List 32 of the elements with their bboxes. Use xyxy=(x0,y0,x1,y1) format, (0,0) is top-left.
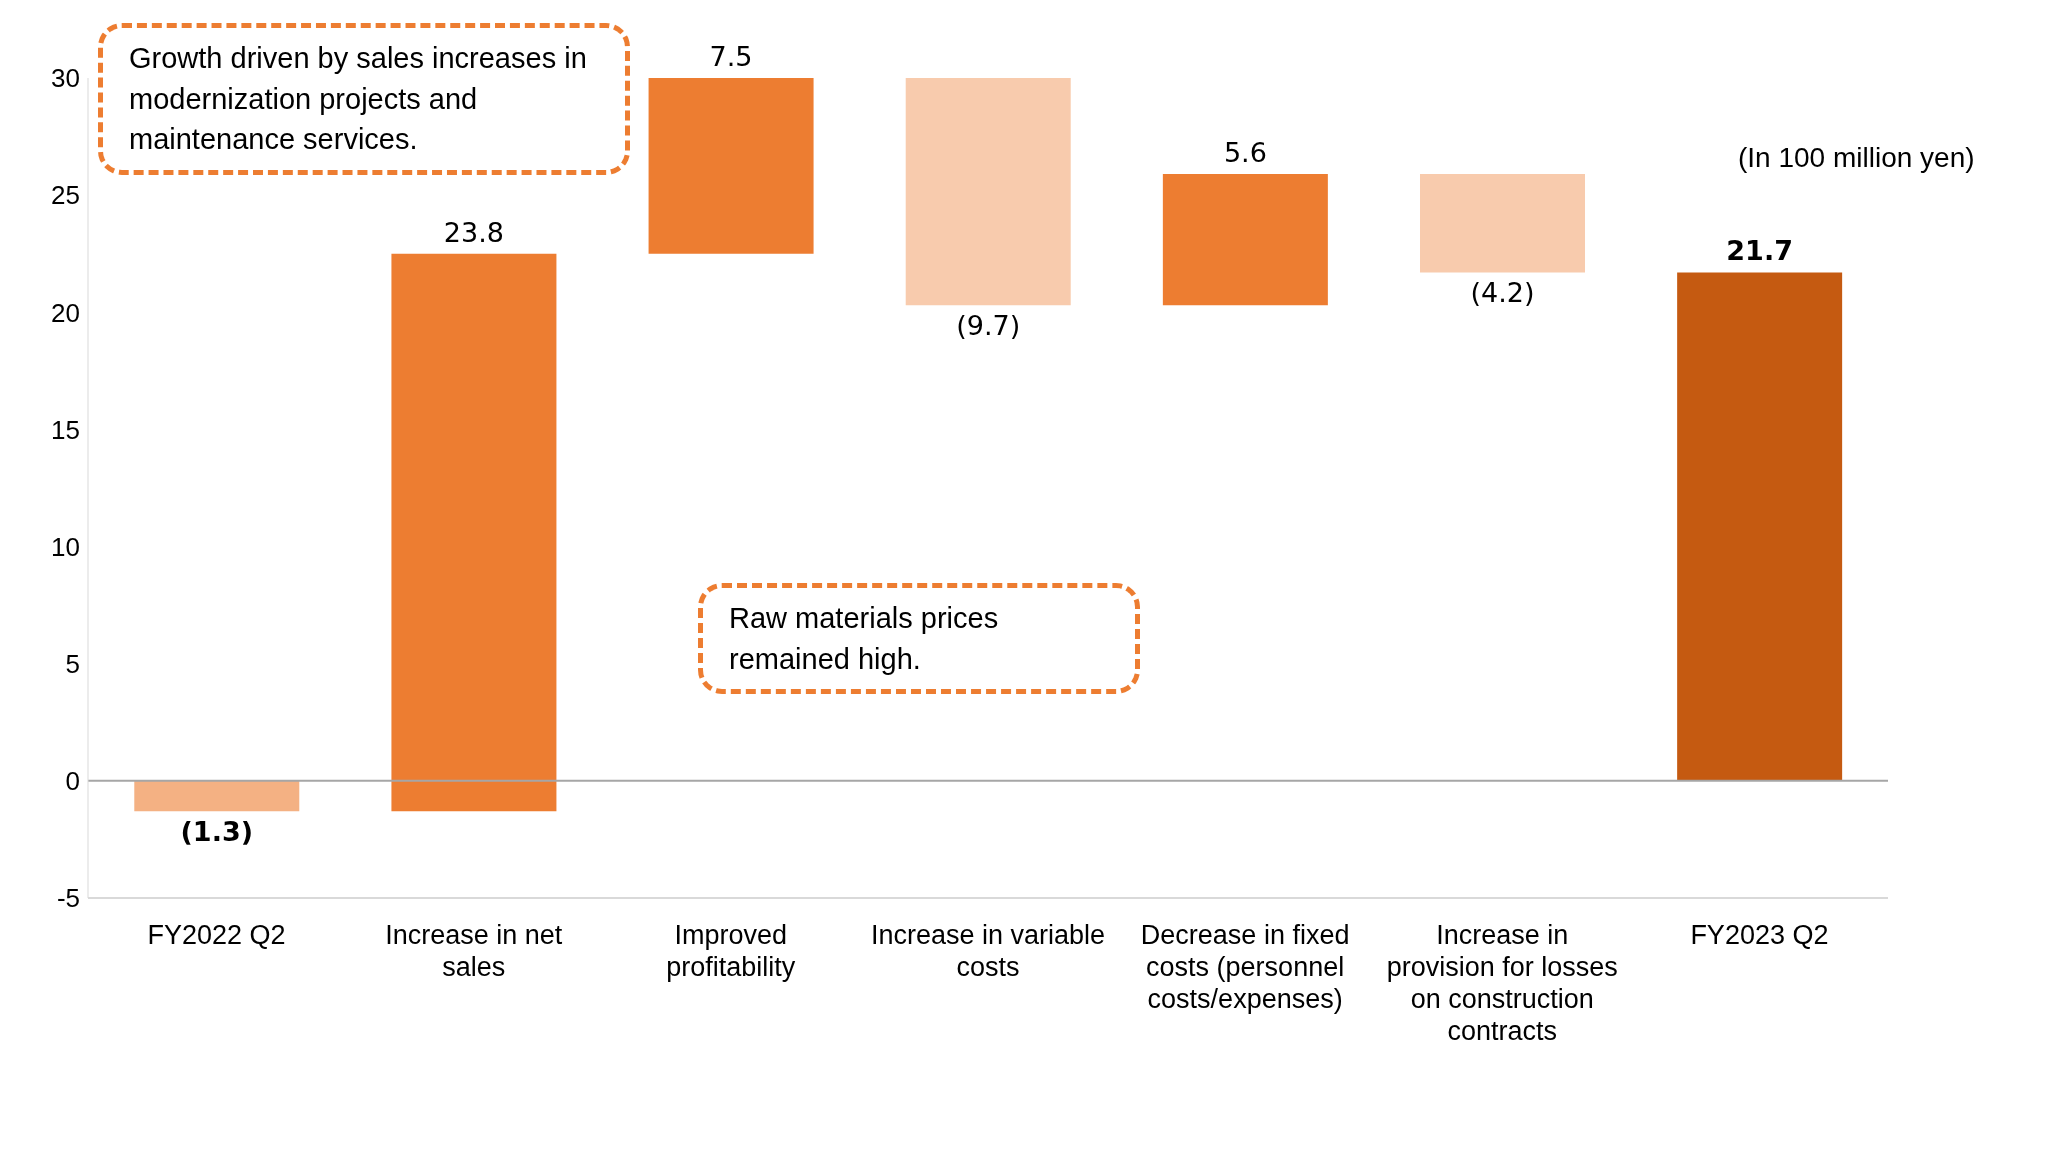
data-label: 5.6 xyxy=(1223,137,1267,169)
data-label: (4.2) xyxy=(1470,277,1535,309)
y-tick-label: 25 xyxy=(51,180,80,211)
y-tick-label: 10 xyxy=(51,531,80,562)
bar xyxy=(648,78,814,254)
data-label: 21.7 xyxy=(1726,235,1793,267)
x-tick-label: Increase in provision for losses on construction contracts xyxy=(1386,920,1618,1046)
bar xyxy=(1677,272,1843,781)
bar xyxy=(134,780,300,812)
x-tick-label: Increase in variable costs xyxy=(870,920,1106,982)
x-tick-label: FY2022 Q2 xyxy=(147,920,286,950)
data-label: 7.5 xyxy=(709,41,753,72)
y-tick-label: -5 xyxy=(56,883,80,914)
bar xyxy=(1162,174,1328,306)
x-tick-label: Decrease in fixed costs (personnel costs/expenses) xyxy=(1140,920,1350,1014)
y-tick-label: 20 xyxy=(51,297,80,328)
annotation: Raw materials prices remained high. xyxy=(698,583,1140,695)
data-label: 23.8 xyxy=(443,216,504,248)
x-tick-label: FY2023 Q2 xyxy=(1690,920,1829,950)
data-label: (1.3) xyxy=(180,816,254,848)
bar xyxy=(391,253,557,812)
y-tick-label: 0 xyxy=(65,766,80,797)
annotation: Growth driven by sales increases in modernization projects and maintenance services. xyxy=(98,23,630,175)
bar xyxy=(1420,174,1585,273)
x-tick-label: Increase in net sales xyxy=(385,920,563,982)
annotation: (In 100 million yen) xyxy=(1738,141,1976,175)
y-tick-label: 5 xyxy=(65,648,80,679)
data-label: (9.7) xyxy=(956,310,1021,342)
y-tick-label: 30 xyxy=(51,63,80,94)
bar xyxy=(905,78,1071,306)
x-tick-label: Improved profitability xyxy=(666,920,796,982)
y-tick-label: 15 xyxy=(51,414,80,445)
